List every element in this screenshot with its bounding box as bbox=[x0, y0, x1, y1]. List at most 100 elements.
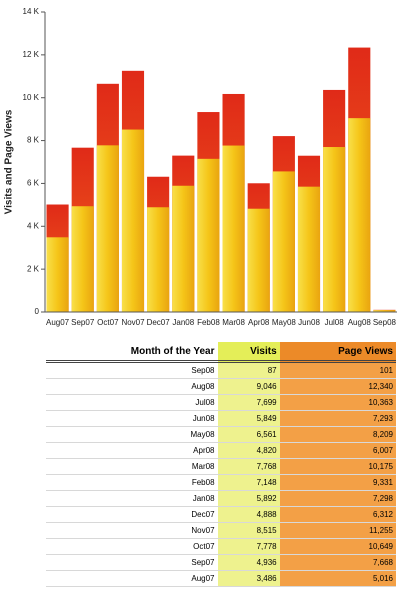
bar bbox=[373, 310, 396, 312]
table-cell: 5,016 bbox=[279, 570, 396, 587]
table-cell: Feb08 bbox=[46, 474, 218, 491]
table-cell: 7,298 bbox=[279, 490, 396, 507]
table-cell: 8,209 bbox=[279, 426, 396, 443]
table-cell: 4,936 bbox=[217, 554, 280, 571]
y-tick-label: 8 K bbox=[27, 136, 40, 145]
table-row: Dec07 4,888 6,312 bbox=[46, 506, 396, 523]
table-row: Sep07 4,936 7,668 bbox=[46, 554, 396, 571]
bar bbox=[46, 237, 69, 312]
y-axis-label: Visits and Page Views bbox=[4, 109, 15, 214]
x-tick-label: Apr08 bbox=[248, 318, 270, 327]
table-cell: Jan08 bbox=[46, 490, 218, 507]
table-cell: 7,668 bbox=[279, 554, 396, 571]
bar bbox=[222, 145, 245, 312]
x-tick-label: Jun08 bbox=[298, 318, 320, 327]
x-tick-label: Jul08 bbox=[325, 318, 345, 327]
table-row: Jul08 7,699 10,363 bbox=[46, 394, 396, 411]
table-cell: 6,561 bbox=[217, 426, 280, 443]
table-cell: Dec07 bbox=[46, 506, 218, 523]
x-tick-label: Feb08 bbox=[197, 318, 220, 327]
table-cell: 7,699 bbox=[217, 394, 280, 411]
x-tick-label: Sep07 bbox=[71, 318, 95, 327]
table-row: Sep08 87 101 bbox=[46, 361, 396, 379]
table-cell: 12,340 bbox=[279, 378, 396, 395]
table-cell: 9,331 bbox=[279, 474, 396, 491]
x-tick-label: Aug07 bbox=[46, 318, 70, 327]
bar bbox=[247, 208, 270, 312]
table-cell: 7,148 bbox=[217, 474, 280, 491]
table-cell: 11,255 bbox=[279, 522, 396, 539]
x-tick-label: Nov07 bbox=[121, 318, 145, 327]
table-cell: Mar08 bbox=[46, 458, 218, 475]
table-cell: 7,768 bbox=[217, 458, 280, 475]
table-row: Feb08 7,148 9,331 bbox=[46, 474, 396, 491]
table-cell: 5,892 bbox=[217, 490, 280, 507]
table-cell: Sep08 bbox=[46, 361, 218, 379]
x-tick-label: Mar08 bbox=[222, 318, 245, 327]
table-cell: 3,486 bbox=[217, 570, 280, 587]
table-cell: 7,293 bbox=[279, 410, 396, 427]
table-cell: Oct07 bbox=[46, 538, 218, 555]
x-tick-label: Jan08 bbox=[172, 318, 194, 327]
header-row: Month of the Year Visits Page Views bbox=[46, 342, 396, 363]
table-cell: 6,312 bbox=[279, 506, 396, 523]
table-cell: 4,888 bbox=[217, 506, 280, 523]
bar bbox=[147, 207, 170, 312]
table-header: Month of the Year bbox=[46, 342, 218, 363]
table-row: Jan08 5,892 7,298 bbox=[46, 490, 396, 507]
table-cell: 87 bbox=[217, 361, 280, 379]
bar bbox=[348, 118, 371, 313]
table-cell: Aug08 bbox=[46, 378, 218, 395]
y-tick-label: 14 K bbox=[23, 7, 40, 16]
table-cell: Apr08 bbox=[46, 442, 218, 459]
table-cell: Jul08 bbox=[46, 394, 218, 411]
y-tick-label: 4 K bbox=[27, 221, 40, 230]
table-cell: Nov07 bbox=[46, 522, 218, 539]
y-tick-label: 2 K bbox=[27, 264, 40, 273]
table-cell: 9,046 bbox=[217, 378, 280, 395]
table-cell: 4,820 bbox=[217, 442, 280, 459]
data-table: Month of the Year Visits Page Views Sep08 87… bbox=[46, 342, 396, 587]
table-row: Aug07 3,486 5,016 bbox=[46, 570, 396, 587]
table-cell: 10,363 bbox=[279, 394, 396, 411]
table-cell: 10,175 bbox=[279, 458, 396, 475]
bar bbox=[197, 158, 220, 312]
table-cell: 7,778 bbox=[217, 538, 280, 555]
bar bbox=[121, 129, 145, 312]
chart: Visits and Page Views 0 2 K 4 K 6 K 8 K 10 K 1… bbox=[4, 7, 397, 327]
bar bbox=[297, 186, 321, 312]
x-tick-label: Oct07 bbox=[97, 318, 119, 327]
table-cell: 5,849 bbox=[217, 410, 280, 427]
table-row: Mar08 7,768 10,175 bbox=[46, 458, 396, 475]
x-tick-label: Aug08 bbox=[348, 318, 372, 327]
table-row: May08 6,561 8,209 bbox=[46, 426, 396, 443]
table-cell: 8,515 bbox=[217, 522, 280, 539]
table-row: Nov07 8,515 11,255 bbox=[46, 522, 396, 539]
x-tick-label: Dec07 bbox=[147, 318, 171, 327]
table-row: Oct07 7,778 10,649 bbox=[46, 538, 396, 555]
table-cell: 10,649 bbox=[279, 538, 396, 555]
bar bbox=[272, 171, 295, 312]
y-tick-label: 6 K bbox=[27, 179, 40, 188]
table-header: Visits bbox=[217, 342, 280, 363]
y-tick-label: 12 K bbox=[23, 50, 40, 59]
table-header: Page Views bbox=[279, 342, 396, 363]
table-row: Jun08 5,849 7,293 bbox=[46, 410, 396, 427]
table-cell: 101 bbox=[279, 361, 396, 379]
table-cell: Jun08 bbox=[46, 410, 218, 427]
table-cell: Aug07 bbox=[46, 570, 218, 587]
bar bbox=[96, 145, 119, 312]
table-cell: May08 bbox=[46, 426, 218, 443]
x-tick-label: May08 bbox=[272, 318, 297, 327]
table-row: Aug08 9,046 12,340 bbox=[46, 378, 396, 395]
table-cell: 6,007 bbox=[279, 442, 396, 459]
bar bbox=[71, 206, 94, 312]
x-tick-label: Sep08 bbox=[373, 318, 397, 327]
y-tick-label: 0 bbox=[35, 307, 40, 316]
bar bbox=[172, 185, 195, 312]
y-tick-label: 10 K bbox=[23, 93, 40, 102]
table-cell: Sep07 bbox=[46, 554, 218, 571]
bar bbox=[323, 147, 346, 312]
table-row: Apr08 4,820 6,007 bbox=[46, 442, 396, 459]
